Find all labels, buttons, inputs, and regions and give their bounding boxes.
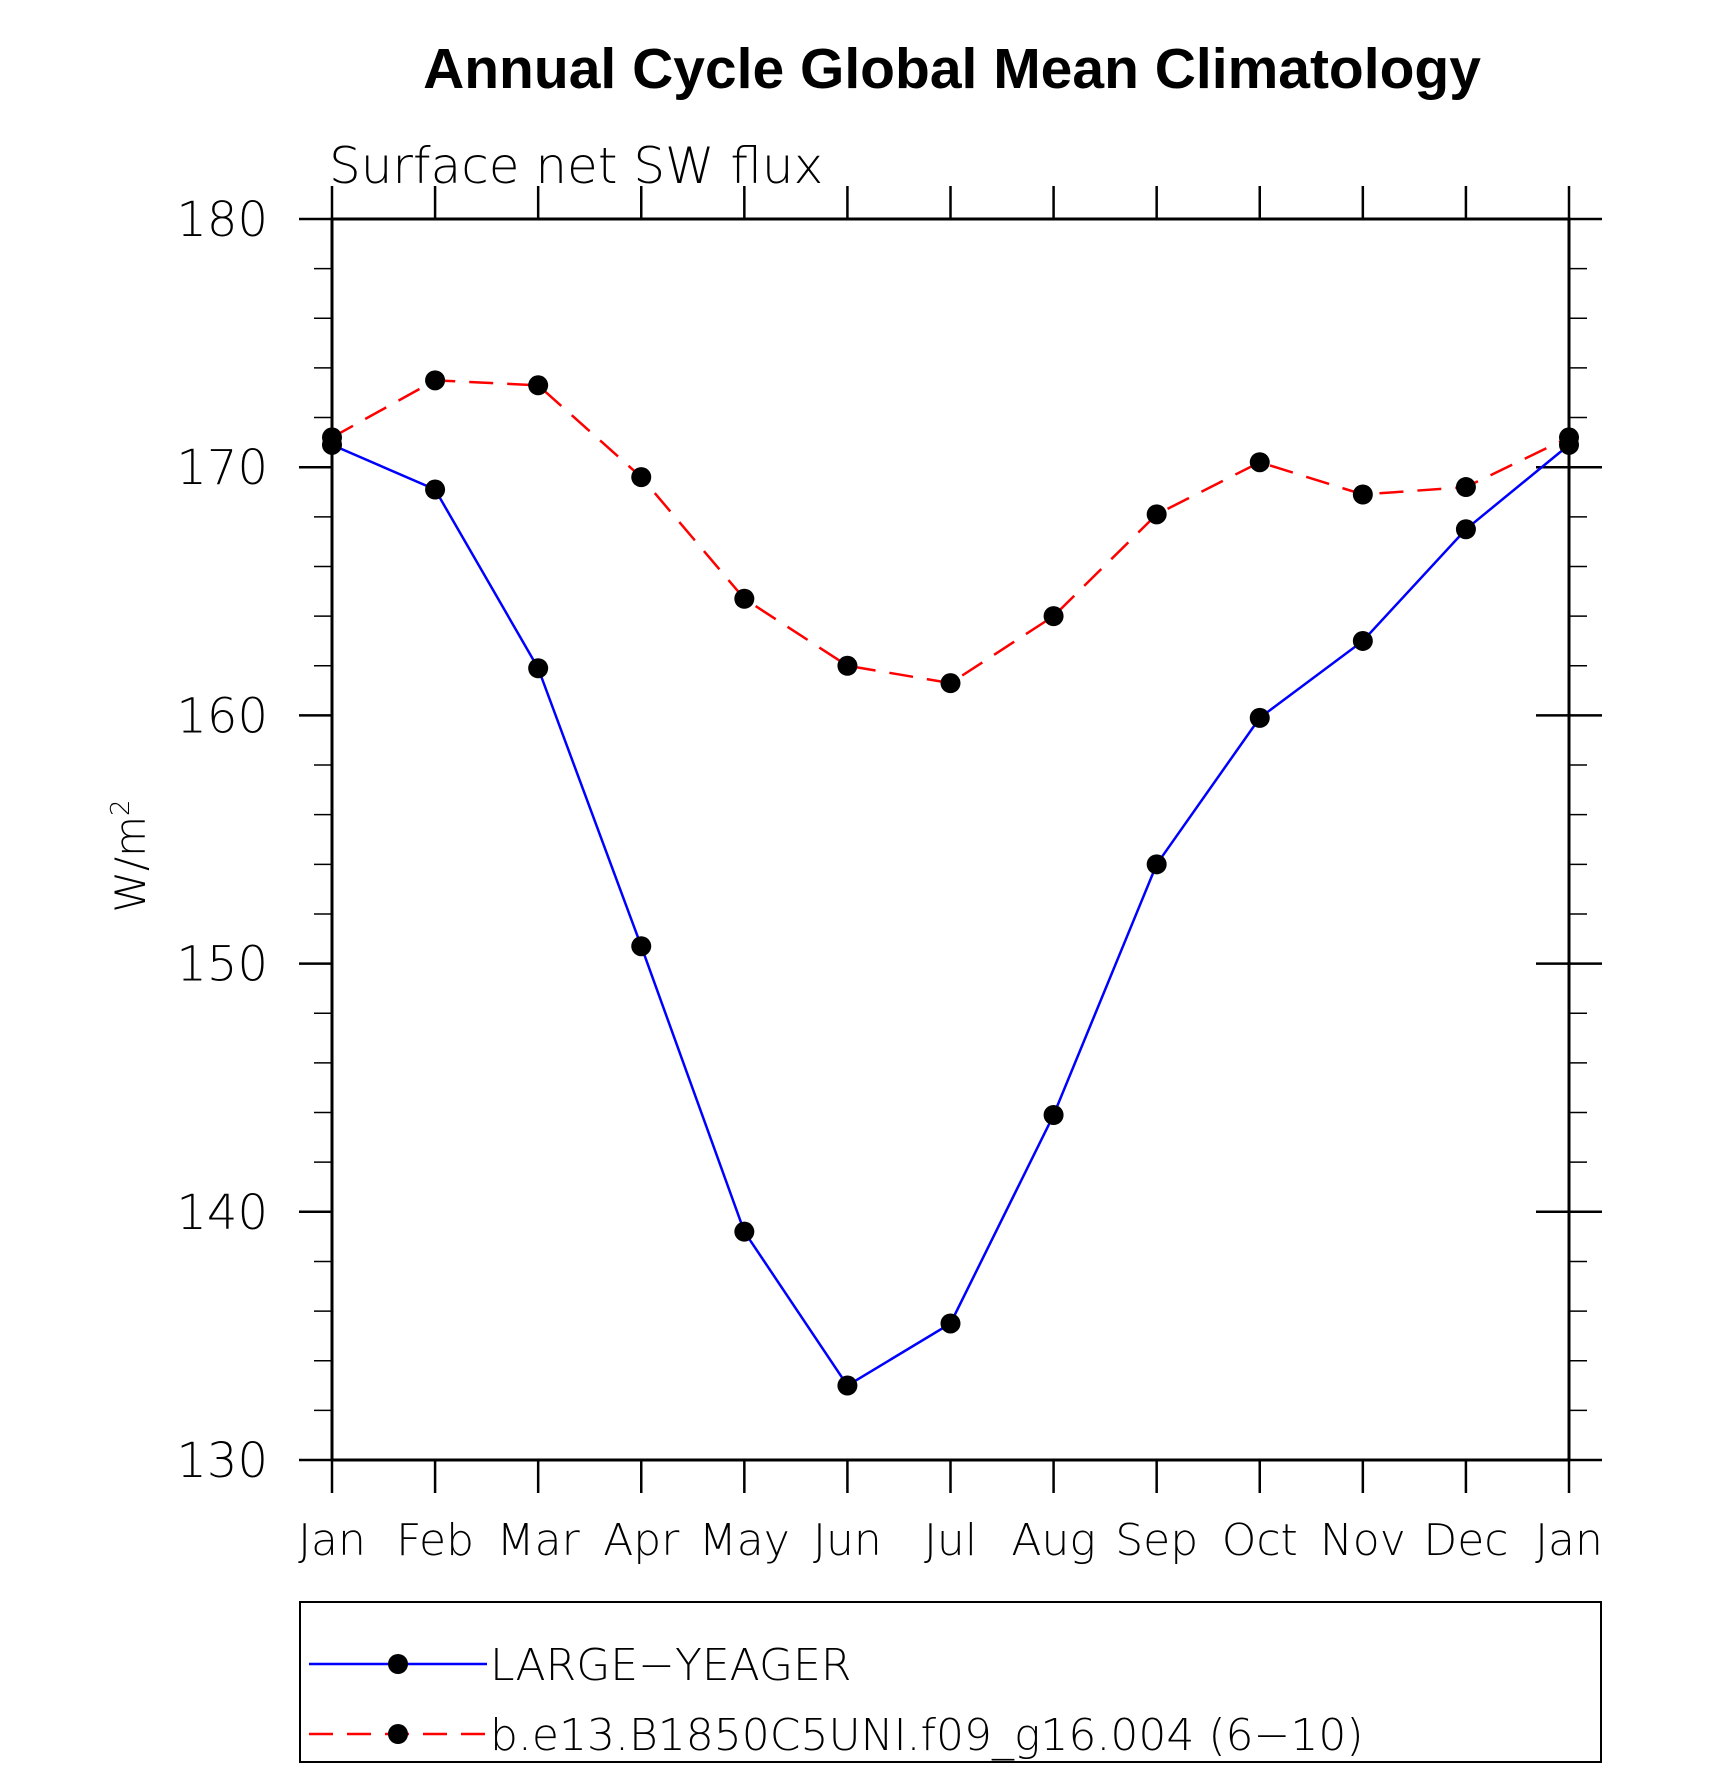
x-tick-label: May <box>699 1515 790 1566</box>
x-tick-label: Feb <box>396 1515 474 1566</box>
data-point <box>425 370 446 391</box>
svg-text:W/m2: W/m2 <box>106 799 155 912</box>
data-point <box>1249 452 1270 473</box>
y-tick-label: 170 <box>176 440 268 496</box>
y-tick-label: 140 <box>176 1185 268 1241</box>
data-point <box>940 673 961 694</box>
chart-title: Annual Cycle Global Mean Climatology <box>423 37 1481 101</box>
x-tick-label: Jun <box>813 1515 882 1566</box>
x-tick-label: Aug <box>1011 1515 1095 1566</box>
tick-labels: Jan Feb Mar Apr May Jun Jul Aug Sep Oct Nov Dec Jan 1… <box>176 192 1603 1566</box>
markers-layer <box>322 370 1579 1396</box>
plot-frame <box>330 217 1571 1462</box>
series-line-1 <box>331 379 1570 685</box>
chart-subtitle: Surface net SW flux <box>329 137 823 195</box>
data-point <box>837 1375 858 1396</box>
legend-label-1: b.e13.B1850C5UNI.f09_g16.004 (6−10) <box>490 1710 1364 1761</box>
data-point <box>1455 477 1476 498</box>
data-point <box>734 1221 755 1242</box>
series-layer <box>331 379 1570 1388</box>
series-line-0 <box>331 443 1570 1388</box>
data-point <box>1455 519 1476 540</box>
data-point <box>528 375 549 396</box>
data-point <box>1352 630 1373 651</box>
data-point <box>631 936 652 957</box>
legend-items: LARGE−YEAGER b.e13.B1850C5UNI.f09_g16.004… <box>309 1640 1364 1761</box>
x-tick-label: Mar <box>497 1515 581 1566</box>
data-point <box>1146 854 1167 875</box>
axis-ticks <box>299 186 1602 1493</box>
y-axis-label-base: W/m <box>106 816 155 913</box>
y-tick-label: 150 <box>176 937 268 993</box>
legend-marker-0 <box>388 1654 408 1674</box>
data-point <box>940 1313 961 1334</box>
data-point <box>1043 1105 1064 1126</box>
data-point <box>837 655 858 676</box>
x-tick-label: Jan <box>1535 1515 1603 1566</box>
data-point <box>425 479 446 500</box>
data-point <box>528 658 549 679</box>
x-tick-label: Dec <box>1423 1515 1508 1566</box>
x-tick-label: Oct <box>1222 1515 1298 1566</box>
y-axis-label: W/m2 <box>106 799 155 912</box>
y-tick-label: 130 <box>176 1433 268 1489</box>
x-tick-label: Jan <box>298 1515 366 1566</box>
data-point <box>1352 484 1373 505</box>
legend-marker-1 <box>388 1724 408 1744</box>
data-point <box>1249 707 1270 728</box>
data-point <box>734 588 755 609</box>
y-tick-label: 180 <box>176 192 268 248</box>
x-tick-label: Nov <box>1320 1515 1406 1566</box>
x-tick-label: Apr <box>603 1515 680 1566</box>
x-tick-label: Jul <box>924 1515 977 1566</box>
legend-label-0: LARGE−YEAGER <box>490 1640 851 1691</box>
data-point <box>1146 504 1167 525</box>
y-axis-label-superscript: 2 <box>106 799 136 816</box>
data-point <box>1043 606 1064 627</box>
legend: LARGE−YEAGER b.e13.B1850C5UNI.f09_g16.004… <box>299 1601 1602 1763</box>
y-tick-label: 160 <box>176 688 268 744</box>
legend-box <box>299 1601 1602 1763</box>
data-point <box>631 467 652 488</box>
x-tick-label: Sep <box>1115 1515 1198 1566</box>
